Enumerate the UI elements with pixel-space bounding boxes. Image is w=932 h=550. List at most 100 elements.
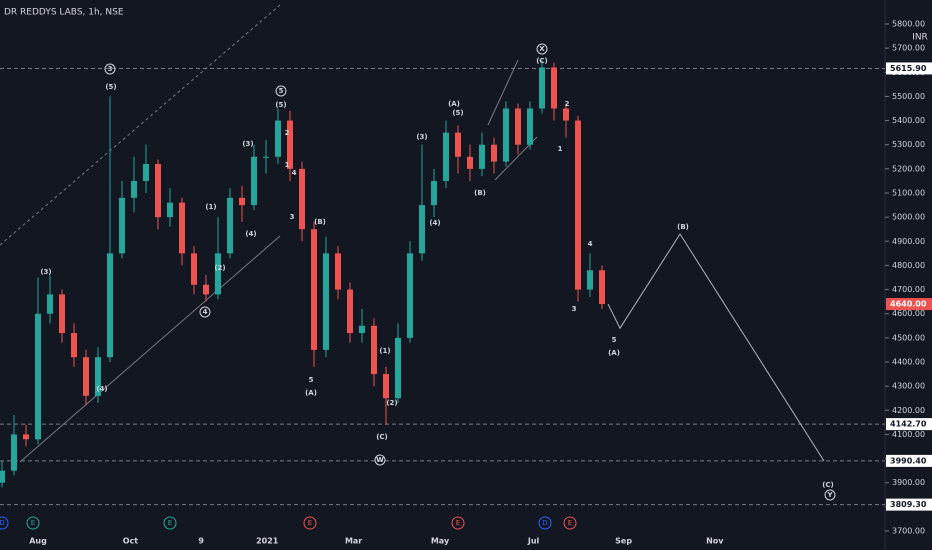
candle-body [0, 470, 5, 483]
y-tick-label: 5400.00 [892, 116, 925, 125]
y-tick-label: 4700.00 [892, 285, 925, 294]
candle-body [59, 294, 65, 334]
wave-label: 4 [292, 169, 297, 177]
candle-body [47, 294, 53, 314]
candle-body [431, 180, 437, 206]
candle-body [467, 156, 473, 169]
candle-body [491, 144, 497, 162]
wave-label: 3 [108, 65, 113, 73]
x-tick-label: Aug [29, 537, 47, 546]
candle-body [251, 156, 257, 206]
candle-body [503, 108, 509, 162]
level-badge [886, 454, 932, 467]
wave-label: 5 [612, 336, 617, 344]
event-label: E [31, 519, 35, 527]
candle-body [443, 132, 449, 181]
y-tick-label: 5200.00 [892, 164, 925, 173]
candle-body [563, 108, 569, 121]
candle-body [107, 253, 113, 358]
x-tick-label: Mar [345, 537, 362, 546]
candle-body [23, 434, 29, 440]
wave-label: Y [826, 491, 833, 499]
y-tick-label: 3700.00 [892, 527, 925, 536]
wave-label: (A) [608, 349, 620, 357]
currency: INR [912, 33, 928, 43]
wave-circle [824, 489, 836, 501]
candle-body [323, 253, 329, 350]
x-tick-label: 2021 [256, 537, 279, 546]
candle-body [203, 284, 209, 295]
event-icon [563, 516, 577, 530]
wave-label: (C) [822, 481, 834, 489]
candle-body [575, 120, 581, 290]
event-icon [26, 516, 40, 530]
wave-label: (5) [275, 101, 286, 109]
wave-label: (3) [416, 133, 427, 141]
y-tick-label: 4800.00 [892, 261, 925, 270]
x-tick-label: 9 [198, 537, 204, 546]
candle-body [359, 325, 365, 334]
event-label: E [456, 519, 460, 527]
x-tick-label: Nov [706, 537, 724, 546]
wave-label: (3) [40, 268, 51, 276]
event-label: D [0, 519, 5, 527]
last-price-label: 4640.00 [890, 300, 927, 309]
y-tick-label: 3900.00 [892, 478, 925, 487]
wave-label: (B) [314, 218, 326, 226]
candle-body [299, 168, 305, 230]
event-label: D [542, 519, 547, 527]
wave-circle [374, 454, 386, 466]
wave-label: (A) [448, 100, 460, 108]
y-tick-label: 5500.00 [892, 92, 925, 101]
candle-body [527, 108, 533, 145]
candle-body [131, 180, 137, 198]
x-tick-label: Oct [123, 537, 139, 546]
candle-body [215, 253, 221, 295]
level-label: 5615.90 [890, 64, 927, 73]
wave-label: 5 [279, 87, 284, 95]
candle-body [383, 374, 389, 399]
candle-body [335, 253, 341, 290]
wave-label: 4 [203, 308, 208, 316]
candle-body [143, 164, 149, 181]
candle-body [83, 357, 89, 396]
wave-label: X [539, 45, 545, 53]
level-badge [886, 498, 932, 511]
wave-circle [104, 63, 116, 75]
y-tick-label: 4300.00 [892, 382, 925, 391]
level-label: 3990.40 [890, 456, 927, 465]
wave-label: (5) [105, 83, 116, 91]
wave-label: 2 [565, 100, 570, 108]
y-tick-label: 4400.00 [892, 358, 925, 367]
candle-body [347, 289, 353, 334]
y-tick-label: 4600.00 [892, 309, 925, 318]
candle-body [167, 202, 173, 218]
wave-label: 1 [285, 161, 290, 169]
event-icon [538, 516, 552, 530]
wave-label: (C) [536, 57, 548, 65]
wave-label: (2) [386, 399, 397, 407]
chart-title: DR REDDYS LABS, 1h, NSE [4, 8, 124, 18]
y-tick-label: 5700.00 [892, 44, 925, 53]
wave-label: (2) [214, 264, 225, 272]
candle-body [239, 197, 245, 206]
wave-circle [536, 43, 548, 55]
wave-label: (3) [242, 140, 253, 148]
event-label: E [308, 519, 312, 527]
candle-body [35, 313, 41, 440]
candle-body [95, 357, 101, 396]
candle-body [599, 270, 605, 305]
event-icon [163, 516, 177, 530]
candle-body [287, 120, 293, 169]
candle-body [371, 325, 377, 375]
candle-body [275, 120, 281, 157]
wave-label: (5) [452, 109, 463, 117]
candle-body [539, 67, 545, 109]
event-icon [0, 516, 9, 530]
candle-body [479, 144, 485, 169]
wave-label: (B) [677, 223, 689, 231]
candle-body [407, 253, 413, 338]
wave-label: 1 [558, 145, 563, 153]
